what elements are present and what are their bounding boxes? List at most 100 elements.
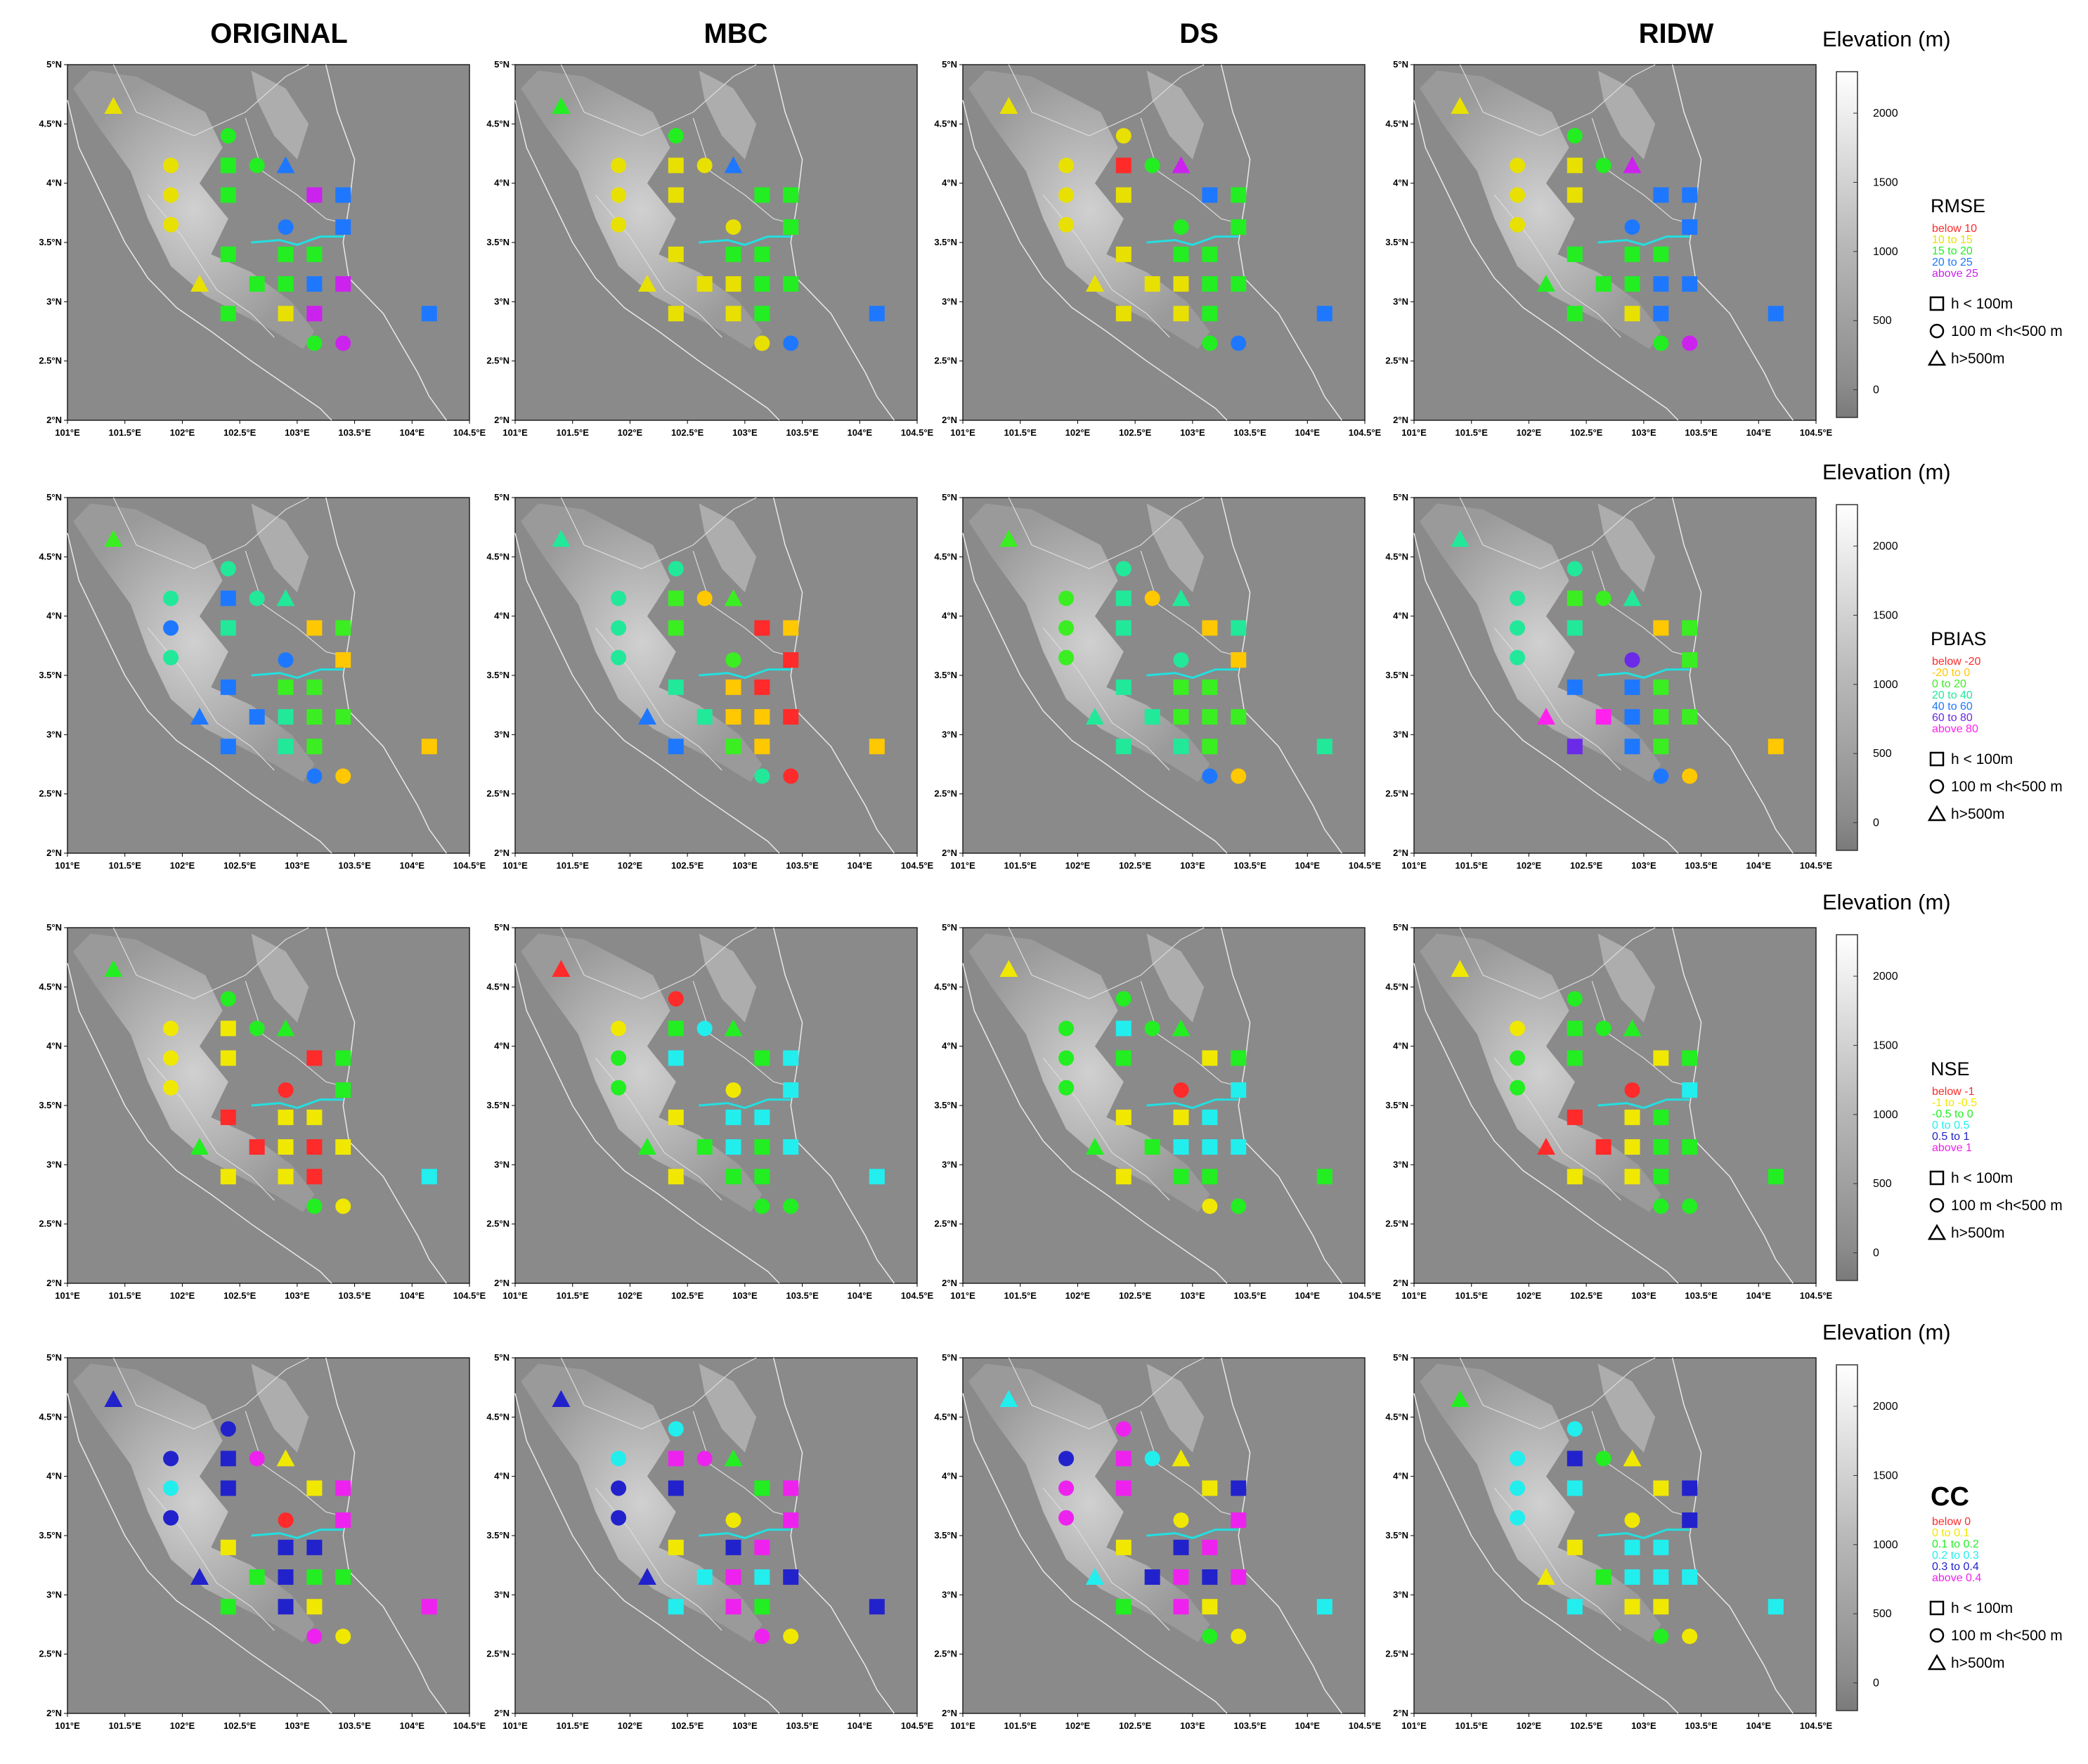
station-marker-square	[335, 709, 351, 725]
station-marker-square	[1682, 652, 1698, 668]
station-marker-square	[1567, 1451, 1583, 1467]
station-marker-square	[754, 709, 770, 725]
station-marker-triangle	[552, 530, 571, 547]
station-marker-triangle	[552, 97, 571, 115]
lat-tick-label: 3°N	[942, 1159, 957, 1169]
station-marker-square	[1202, 246, 1218, 262]
legend-rmse: Elevation (m) 2000 1500 1000 500 0 RMSE below 1…	[1822, 27, 2063, 418]
station-marker-circle	[163, 1480, 179, 1496]
station-marker-circle	[163, 157, 179, 174]
station-marker-square	[306, 1169, 323, 1185]
lat-tick-label: 4.5°N	[39, 1411, 62, 1422]
lon-tick-label: 101.5°E	[1004, 1290, 1037, 1301]
coastline-west	[962, 1393, 1228, 1714]
lat-tick-label: 3.5°N	[39, 1530, 62, 1541]
river	[699, 668, 791, 679]
lon-tick-label: 101°E	[502, 860, 528, 871]
station-marker-square	[696, 1139, 713, 1155]
station-marker-square	[1653, 739, 1669, 755]
station-marker-square	[335, 1050, 351, 1066]
station-marker-triangle	[276, 156, 295, 174]
lat-tick-label: 5°N	[942, 59, 957, 70]
class-legend-label: below 0	[1932, 1516, 1971, 1528]
station-marker-circle	[1595, 157, 1612, 174]
station-marker-square	[754, 306, 770, 322]
column-title-ds: DS	[1179, 18, 1219, 49]
station-marker-circle	[783, 768, 799, 784]
station-marker-square	[1624, 709, 1640, 725]
lat-tick-label: 3.5°N	[486, 1100, 510, 1110]
station-marker-square	[668, 620, 684, 636]
lat-tick-label: 4°N	[942, 178, 957, 188]
station-marker-square	[1653, 1539, 1669, 1555]
station-marker-circle	[725, 1082, 741, 1098]
station-marker-square	[1653, 187, 1669, 203]
station-marker-circle	[1682, 1198, 1698, 1214]
station-marker-square	[783, 187, 799, 203]
lon-tick-label: 103°E	[1180, 1720, 1205, 1731]
station-marker-circle	[1231, 335, 1247, 351]
station-marker-triangle	[724, 1449, 743, 1467]
lon-tick-label: 103°E	[732, 1290, 758, 1301]
lon-tick-label: 103.5°E	[338, 1720, 371, 1731]
lat-tick-label: 4.5°N	[1385, 118, 1408, 129]
state-border	[112, 497, 309, 569]
colorbar-tick-label: 500	[1873, 315, 1892, 327]
lon-tick-label: 104.5°E	[1800, 427, 1833, 438]
station-marker-square	[306, 276, 323, 292]
lon-tick-label: 102.5°E	[1570, 1720, 1603, 1731]
station-marker-square	[1202, 739, 1218, 755]
station-marker-circle	[278, 219, 294, 235]
station-marker-square	[754, 1539, 770, 1555]
lat-tick-label: 3.5°N	[934, 1100, 957, 1110]
station-marker-circle	[611, 157, 627, 174]
station-marker-circle	[163, 1050, 179, 1066]
station-marker-circle	[1058, 1480, 1075, 1496]
station-marker-square	[696, 276, 713, 292]
station-marker-triangle	[1172, 1449, 1191, 1467]
station-marker-square	[1567, 1539, 1583, 1555]
lat-tick-label: 5°N	[46, 922, 62, 933]
station-marker-square	[1653, 246, 1669, 262]
station-marker-square	[1115, 1109, 1131, 1125]
map-panel-pbias-ridw: 5°N 4.5°N 4°N 3.5°N 3°N 2.5°N 2°N 101°E 101.5°E 1…	[1385, 492, 1832, 871]
legend-circle-icon	[1929, 1198, 1945, 1213]
station-marker-circle	[696, 157, 713, 174]
station-marker-square	[278, 1569, 294, 1585]
lat-tick-label: 2.5°N	[1385, 789, 1408, 799]
state-border	[1008, 927, 1205, 999]
lat-tick-label: 4.5°N	[1385, 551, 1408, 562]
station-marker-square	[1567, 1050, 1583, 1066]
lon-tick-label: 104°E	[400, 1720, 425, 1731]
station-marker-square	[754, 246, 770, 262]
lon-tick-label: 101.5°E	[557, 860, 590, 871]
station-marker-circle	[278, 652, 294, 668]
station-marker-triangle	[1623, 156, 1642, 174]
legend-square-label: h < 100m	[1951, 1600, 2013, 1616]
lon-tick-label: 101°E	[950, 1290, 975, 1301]
station-marker-square	[1653, 1480, 1669, 1496]
station-marker-square	[249, 276, 265, 292]
map-panel-pbias-mbc: 5°N 4.5°N 4°N 3.5°N 3°N 2.5°N 2°N 101°E 101.5°E 1…	[486, 492, 933, 871]
station-marker-square	[783, 709, 799, 725]
class-legend-label: 0.3 to 0.4	[1932, 1561, 1979, 1573]
colorbar-tick-label: 1000	[1873, 1539, 1898, 1551]
lon-tick-label: 104.5°E	[1349, 1290, 1382, 1301]
station-marker-circle	[1510, 157, 1526, 174]
class-legend-label: 0.5 to 1	[1932, 1131, 1969, 1143]
lat-tick-label: 5°N	[942, 1352, 957, 1363]
terrain-highlands-east	[251, 503, 309, 592]
lon-tick-label: 104°E	[400, 427, 425, 438]
station-marker-square	[1202, 1169, 1218, 1185]
station-marker-square	[421, 739, 437, 755]
station-marker-square	[668, 246, 684, 262]
station-marker-square	[1653, 620, 1669, 636]
terrain-highlands-east	[1597, 933, 1656, 1023]
station-marker-square	[278, 1169, 294, 1185]
lat-tick-label: 4.5°N	[39, 551, 62, 562]
lat-tick-label: 2.5°N	[39, 1649, 62, 1659]
coastline-west	[1413, 1393, 1679, 1714]
colorbar-tick-label: 0	[1873, 384, 1879, 396]
colorbar-tick-label: 500	[1873, 1608, 1892, 1620]
station-marker-circle	[1144, 1451, 1160, 1467]
